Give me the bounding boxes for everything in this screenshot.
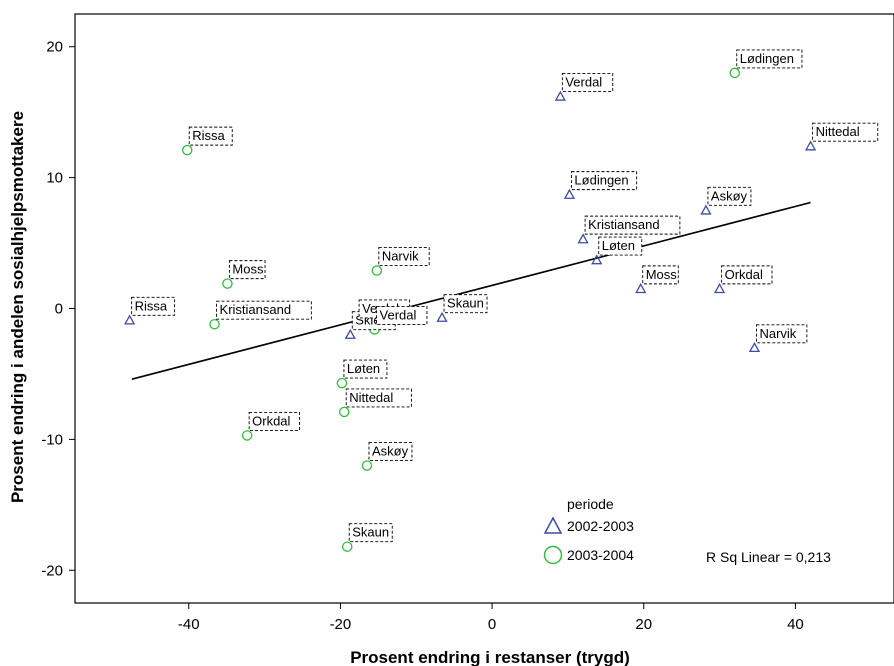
- point-label: Kristiansand: [220, 302, 292, 317]
- point-label: Rissa: [192, 128, 225, 143]
- point-label-box: [188, 126, 233, 146]
- point-label: Rissa: [135, 298, 168, 313]
- data-point-triangle: [563, 188, 576, 199]
- point-label-box: [248, 412, 300, 431]
- data-point-circle: [241, 430, 253, 441]
- data-point-triangle: [804, 140, 817, 151]
- x-axis-title: Prosent endring i restanser (trygd): [350, 648, 630, 666]
- y-axis-ticks: -20 -10 0 10 20: [41, 39, 75, 579]
- y-axis-title: Prosent endring i andelen sosialhjelpsmo…: [8, 111, 27, 503]
- data-point-circle: [222, 278, 233, 289]
- point-label: Lødingen: [574, 173, 628, 188]
- data-point-triangle: [591, 254, 603, 265]
- point-label: Løten: [602, 238, 635, 253]
- point-label-box: [570, 171, 638, 191]
- data-point-triangle: [700, 204, 712, 215]
- point-label-box: [228, 260, 266, 280]
- point-label: Orkdal: [252, 413, 290, 428]
- point-label-box: [216, 300, 312, 320]
- point-label: Narvik: [382, 249, 419, 264]
- legend-triangle-marker: [543, 516, 563, 534]
- point-label: Løten: [347, 361, 380, 376]
- point-label-box: [348, 523, 393, 543]
- x-tick-label: 40: [787, 616, 804, 633]
- x-tick-label: 20: [635, 616, 652, 633]
- y-tick-label: 20: [46, 39, 63, 56]
- point-label-box: [598, 236, 643, 256]
- legend-entry-2002-2003: 2002-2003: [567, 518, 634, 534]
- data-point-circle: [341, 541, 353, 552]
- data-point-circle: [336, 377, 348, 389]
- x-tick-label: 0: [488, 616, 496, 633]
- data-point-circle: [338, 406, 350, 418]
- point-label-box: [131, 296, 176, 316]
- point-label-box: [378, 247, 430, 266]
- regression-line: [131, 201, 811, 380]
- x-tick-label: -40: [178, 616, 200, 633]
- data-point-triangle: [577, 233, 589, 244]
- point-label-box: [721, 265, 773, 285]
- legend-entry-2003-2004: 2003-2004: [567, 547, 634, 563]
- point-labels-layer: Verdal Nittedal Lødingen Askøy Kristiansand L…: [131, 49, 879, 543]
- point-label-box: [736, 49, 803, 69]
- point-label: Nittedal: [816, 124, 860, 139]
- point-label-box: [345, 388, 412, 408]
- data-point-circle: [181, 144, 193, 156]
- data-point-circle: [371, 265, 383, 276]
- point-label-box: [561, 73, 614, 92]
- point-label: Orkdal: [725, 267, 763, 282]
- point-label: Skaun: [352, 525, 389, 540]
- point-label: Moss: [646, 267, 678, 282]
- fit-line-layer: [131, 201, 811, 380]
- x-axis-ticks: -40 -20 0 20 40: [178, 603, 804, 633]
- point-label-box: [584, 215, 681, 235]
- y-tick-label: -10: [41, 431, 63, 448]
- data-point-triangle: [344, 328, 356, 339]
- data-point-circle: [729, 67, 741, 79]
- point-label: Narvik: [759, 326, 796, 341]
- point-label: Askøy: [711, 188, 748, 203]
- point-label-box: [642, 265, 679, 285]
- point-label-box: [443, 294, 488, 314]
- point-label: Verdal: [565, 74, 602, 89]
- r-squared-annotation: R Sq Linear = 0,213: [706, 549, 831, 565]
- point-label: Askøy: [372, 444, 409, 459]
- data-point-triangle: [713, 283, 726, 294]
- point-label-box: [812, 122, 879, 142]
- point-label-box: [756, 324, 808, 344]
- data-point-triangle: [748, 341, 761, 353]
- data-point-triangle: [123, 314, 136, 325]
- point-label: Nittedal: [349, 390, 393, 405]
- data-point-triangle: [635, 283, 647, 294]
- point-label: Skaun: [447, 296, 484, 311]
- point-label: Moss: [232, 262, 264, 277]
- point-label: Verdal: [380, 307, 417, 322]
- point-label: Kristiansand: [588, 217, 660, 232]
- legend: periode 2002-2003 2003-2004: [543, 496, 634, 565]
- legend-title: periode: [567, 496, 614, 512]
- y-tick-label: -20: [41, 562, 63, 579]
- point-label-box: [343, 359, 388, 379]
- point-label-box: [376, 305, 428, 325]
- y-tick-label: 10: [46, 170, 63, 187]
- y-tick-label: 0: [55, 301, 63, 318]
- point-label-box: [707, 186, 752, 206]
- points-layer: [123, 67, 817, 552]
- point-label: Lødingen: [740, 51, 794, 66]
- x-tick-label: -20: [330, 616, 352, 633]
- data-point-triangle: [436, 311, 448, 322]
- data-point-circle: [361, 460, 373, 471]
- data-point-triangle: [554, 90, 566, 101]
- point-label-box: [368, 442, 413, 462]
- data-point-circle: [209, 318, 220, 330]
- legend-circle-marker: [543, 545, 563, 565]
